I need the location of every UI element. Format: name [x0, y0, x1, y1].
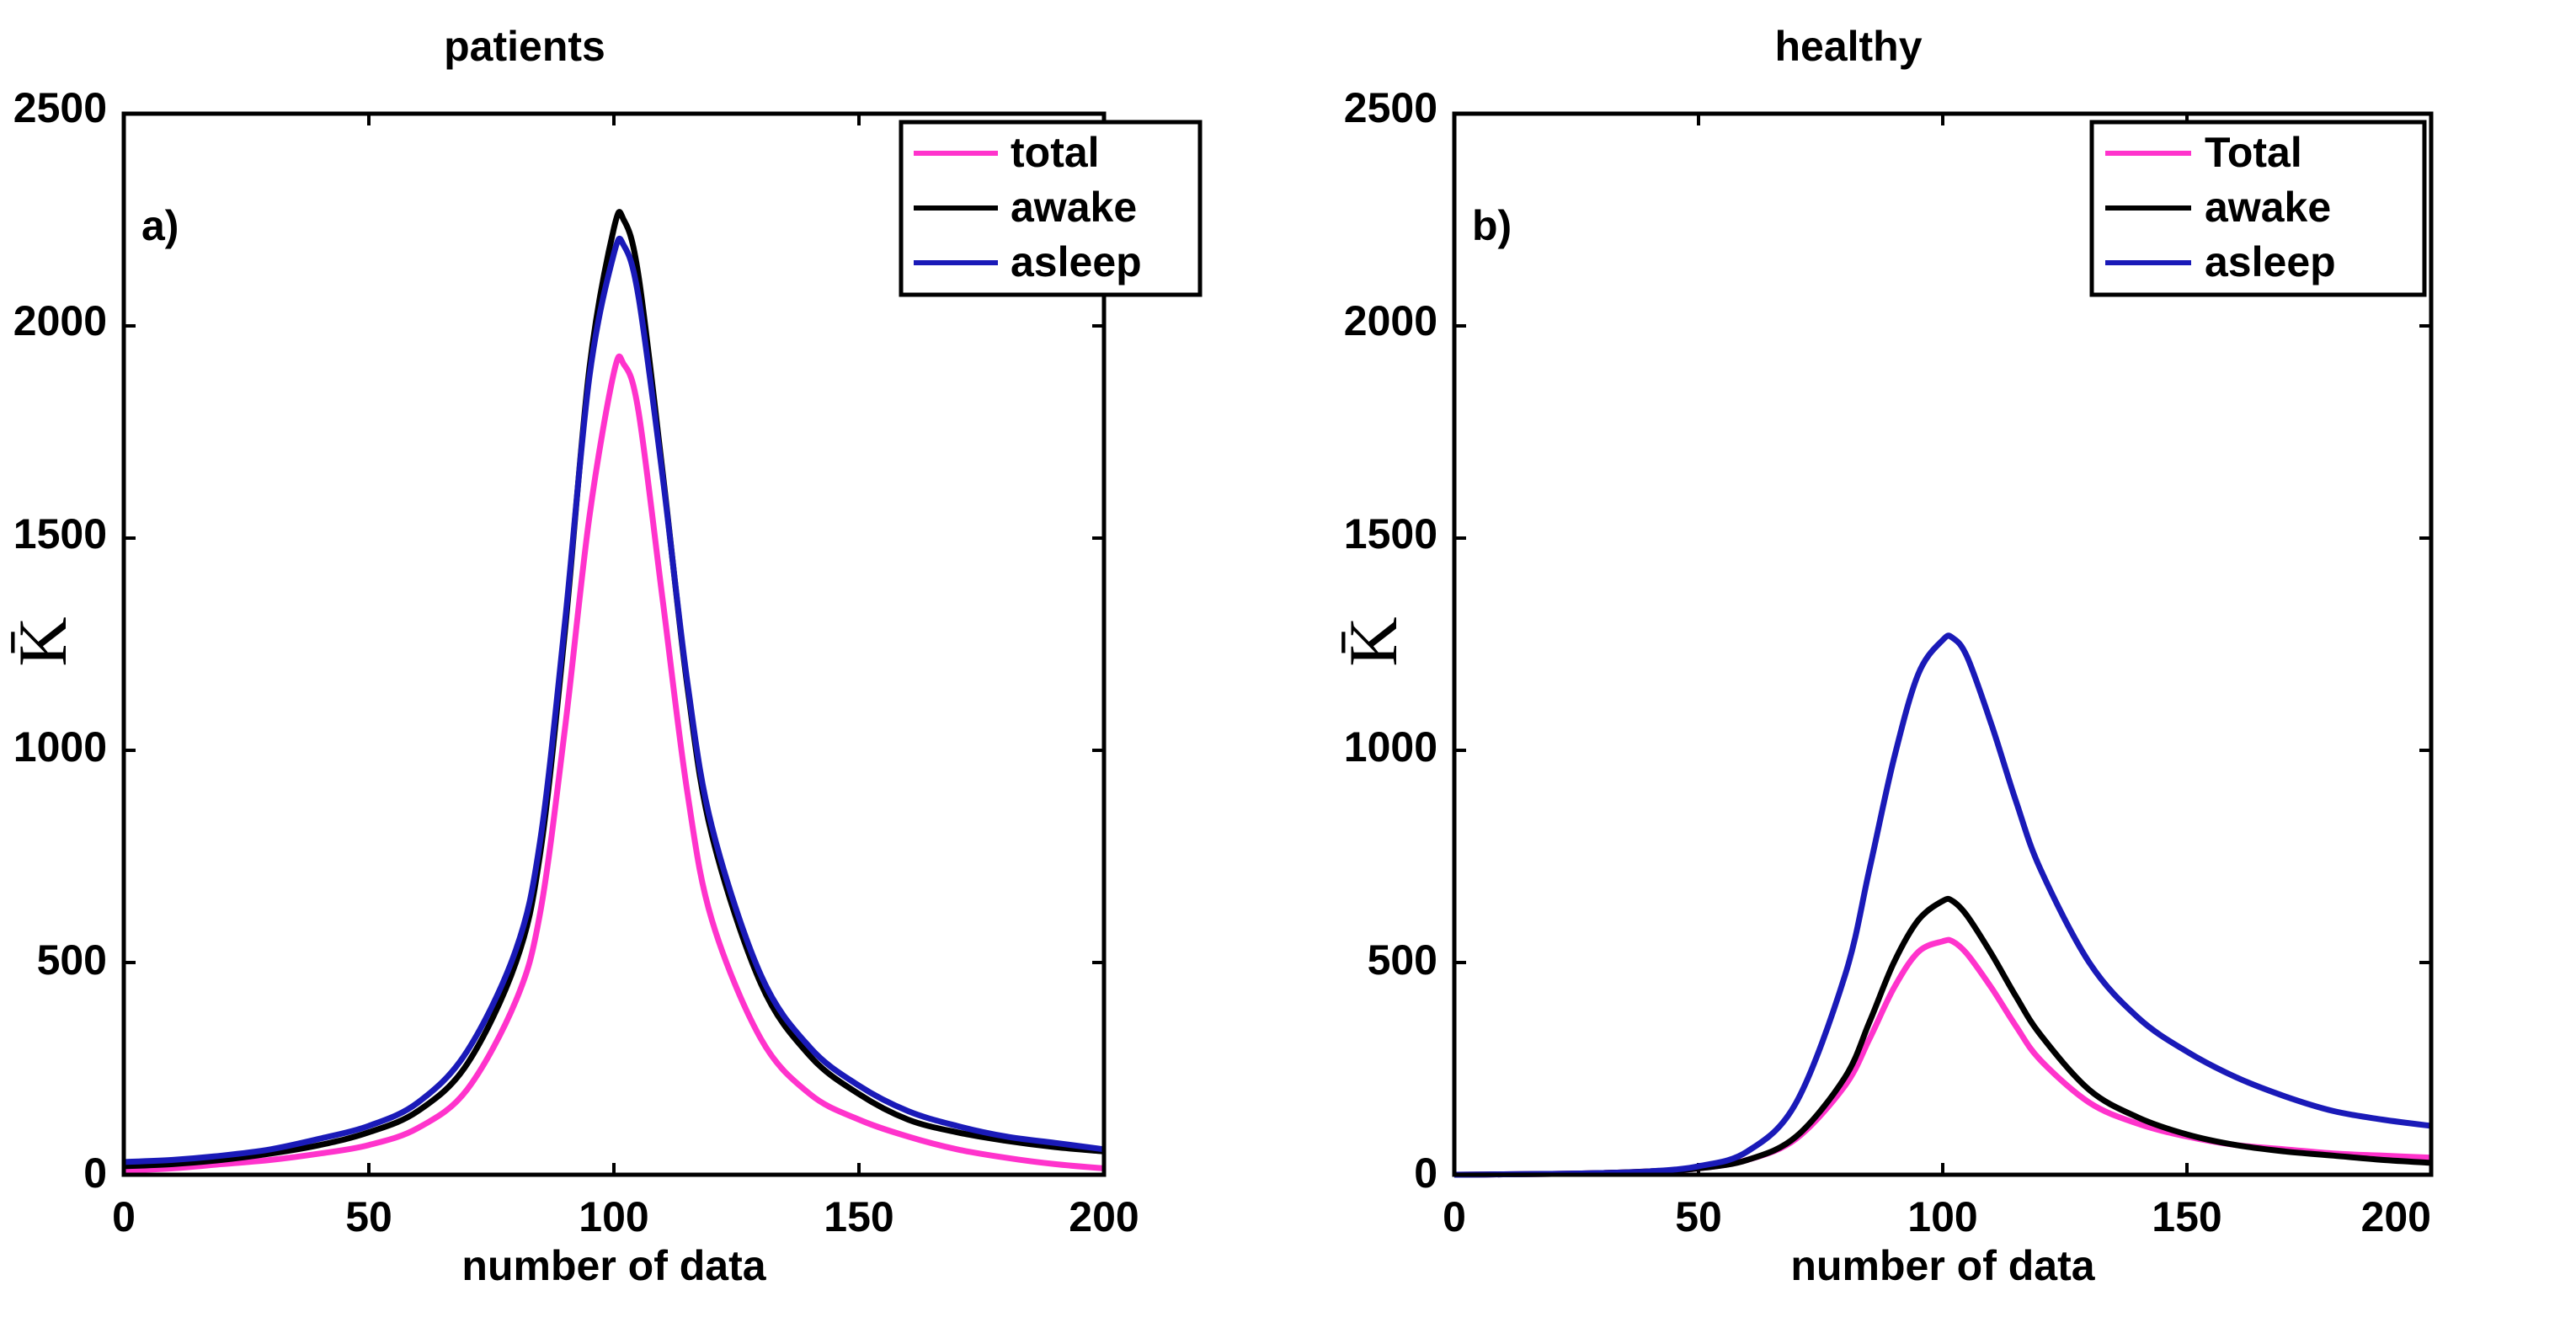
legend-entry-total: Total	[2205, 129, 2302, 176]
x-tick-label: 150	[824, 1193, 893, 1240]
series-line-total	[123, 353, 1105, 1174]
y-tick-label: 2000	[13, 297, 107, 344]
y-tick-label: 0	[83, 1149, 107, 1197]
legend-entry-asleep: asleep	[1011, 238, 1142, 285]
y-tick-label: 0	[1414, 1149, 1437, 1197]
series-line-asleep	[1453, 632, 2432, 1178]
y-tick-label: 1500	[1344, 510, 1437, 557]
series-line-asleep	[123, 235, 1105, 1165]
x-tick-label: 100	[579, 1193, 648, 1240]
legend-entry-awake: awake	[1011, 184, 1137, 231]
x-axis-label: number of data	[1790, 1242, 2095, 1289]
x-tick-label: 100	[1907, 1193, 1977, 1240]
y-tick-label: 500	[1368, 936, 1437, 984]
y-axis-label: K̄	[4, 616, 81, 666]
series-layer	[123, 209, 1105, 1174]
y-axis-label: K̄	[1335, 616, 1411, 666]
y-tick-label: 2500	[13, 84, 107, 131]
y-tick-label: 1000	[13, 723, 107, 771]
axes-frame	[1452, 111, 2434, 1177]
panel-title: patients	[444, 23, 605, 70]
legend: Total awake asleep	[2089, 120, 2427, 297]
x-tick-label: 200	[2361, 1193, 2431, 1240]
x-tick-label: 0	[112, 1193, 136, 1240]
panel-title: healthy	[1774, 23, 1922, 70]
series-line-total	[1453, 936, 2432, 1178]
y-tick-label: 2000	[1344, 297, 1437, 344]
panel-label: a)	[141, 202, 179, 249]
axes-frame	[121, 111, 1107, 1177]
x-tick-label: 200	[1069, 1193, 1139, 1240]
series-layer	[1453, 632, 2432, 1178]
x-tick-label: 150	[2152, 1193, 2221, 1240]
legend-entry-asleep: asleep	[2205, 238, 2336, 285]
y-tick-label: 500	[37, 936, 107, 984]
y-tick-label: 2500	[1344, 84, 1437, 131]
y-tick-label: 1000	[1344, 723, 1437, 771]
x-axis-label: number of data	[461, 1242, 766, 1289]
panel-label: b)	[1472, 202, 1512, 249]
legend-entry-awake: awake	[2205, 184, 2331, 231]
panel-healthy: healthy 0 500 1000 1500 2000 2500 0 50 1…	[1335, 23, 2434, 1289]
series-line-awake	[123, 209, 1105, 1170]
y-tick-label: 1500	[13, 510, 107, 557]
x-tick-label: 50	[345, 1193, 392, 1240]
legend-entry-total: total	[1011, 129, 1100, 176]
legend: total awake asleep	[899, 120, 1203, 297]
panel-patients: patients 0 500 1000 1500 2000 2500 0 50 …	[4, 23, 1203, 1289]
x-tick-label: 0	[1443, 1193, 1466, 1240]
x-tick-label: 50	[1675, 1193, 1722, 1240]
